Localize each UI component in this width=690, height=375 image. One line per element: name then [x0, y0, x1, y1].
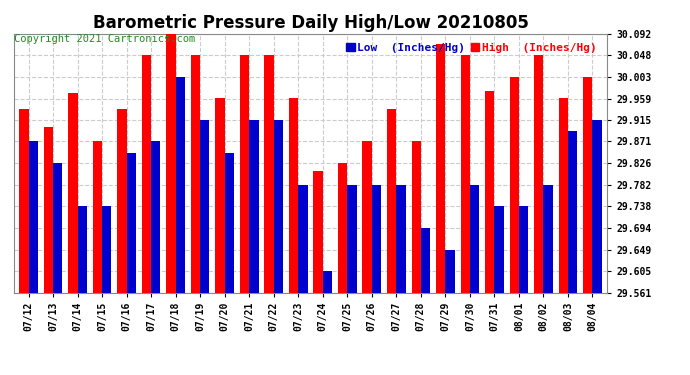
- Bar: [102, 206, 111, 292]
- Bar: [43, 127, 53, 292]
- Bar: [534, 55, 544, 292]
- Bar: [28, 141, 38, 292]
- Bar: [225, 153, 234, 292]
- Bar: [126, 153, 136, 292]
- Bar: [19, 109, 28, 292]
- Bar: [495, 206, 504, 292]
- Bar: [445, 250, 455, 292]
- Bar: [510, 77, 519, 292]
- Bar: [166, 34, 176, 292]
- Bar: [68, 93, 77, 292]
- Bar: [264, 55, 274, 292]
- Bar: [470, 185, 479, 292]
- Title: Barometric Pressure Daily High/Low 20210805: Barometric Pressure Daily High/Low 20210…: [92, 14, 529, 32]
- Bar: [347, 185, 357, 292]
- Bar: [200, 120, 210, 292]
- Bar: [53, 164, 62, 292]
- Bar: [362, 141, 372, 292]
- Bar: [298, 185, 308, 292]
- Text: Copyright 2021 Cartronics.com: Copyright 2021 Cartronics.com: [14, 34, 195, 44]
- Bar: [338, 164, 347, 292]
- Bar: [544, 185, 553, 292]
- Bar: [396, 185, 406, 292]
- Bar: [372, 185, 381, 292]
- Bar: [151, 141, 161, 292]
- Bar: [568, 131, 578, 292]
- Bar: [274, 120, 283, 292]
- Bar: [559, 98, 568, 292]
- Bar: [519, 206, 529, 292]
- Bar: [421, 228, 430, 292]
- Bar: [323, 271, 332, 292]
- Bar: [240, 55, 249, 292]
- Bar: [77, 206, 87, 292]
- Bar: [436, 45, 445, 292]
- Bar: [117, 109, 126, 292]
- Bar: [191, 55, 200, 292]
- Bar: [176, 77, 185, 292]
- Legend: Low  (Inches/Hg), High  (Inches/Hg): Low (Inches/Hg), High (Inches/Hg): [344, 40, 599, 55]
- Bar: [583, 77, 593, 292]
- Bar: [411, 141, 421, 292]
- Bar: [313, 171, 323, 292]
- Bar: [92, 141, 102, 292]
- Bar: [485, 91, 495, 292]
- Bar: [215, 98, 225, 292]
- Bar: [387, 109, 396, 292]
- Bar: [142, 55, 151, 292]
- Bar: [249, 120, 259, 292]
- Bar: [460, 55, 470, 292]
- Bar: [593, 120, 602, 292]
- Bar: [289, 98, 298, 292]
